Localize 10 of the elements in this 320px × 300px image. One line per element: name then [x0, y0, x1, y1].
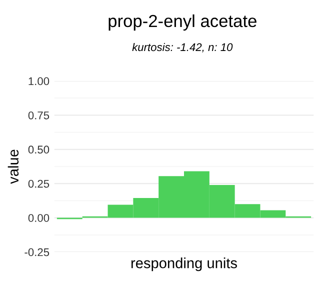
y-tick-label: -0.25	[24, 248, 50, 256]
y-tick-label: 0.50	[28, 146, 50, 154]
y-axis-title: value	[8, 150, 19, 184]
y-tick-label: 0.75	[28, 111, 50, 120]
y-tick-label: 1.00	[28, 77, 50, 86]
y-tick-label: 0.00	[28, 214, 50, 222]
y-tick-label: 0.25	[28, 180, 50, 188]
chart-subtitle: kurtosis: -1.42, n: 10	[132, 42, 233, 52]
chart-title: prop-2-enyl acetate	[108, 14, 256, 31]
x-axis-title: responding units	[131, 258, 237, 272]
